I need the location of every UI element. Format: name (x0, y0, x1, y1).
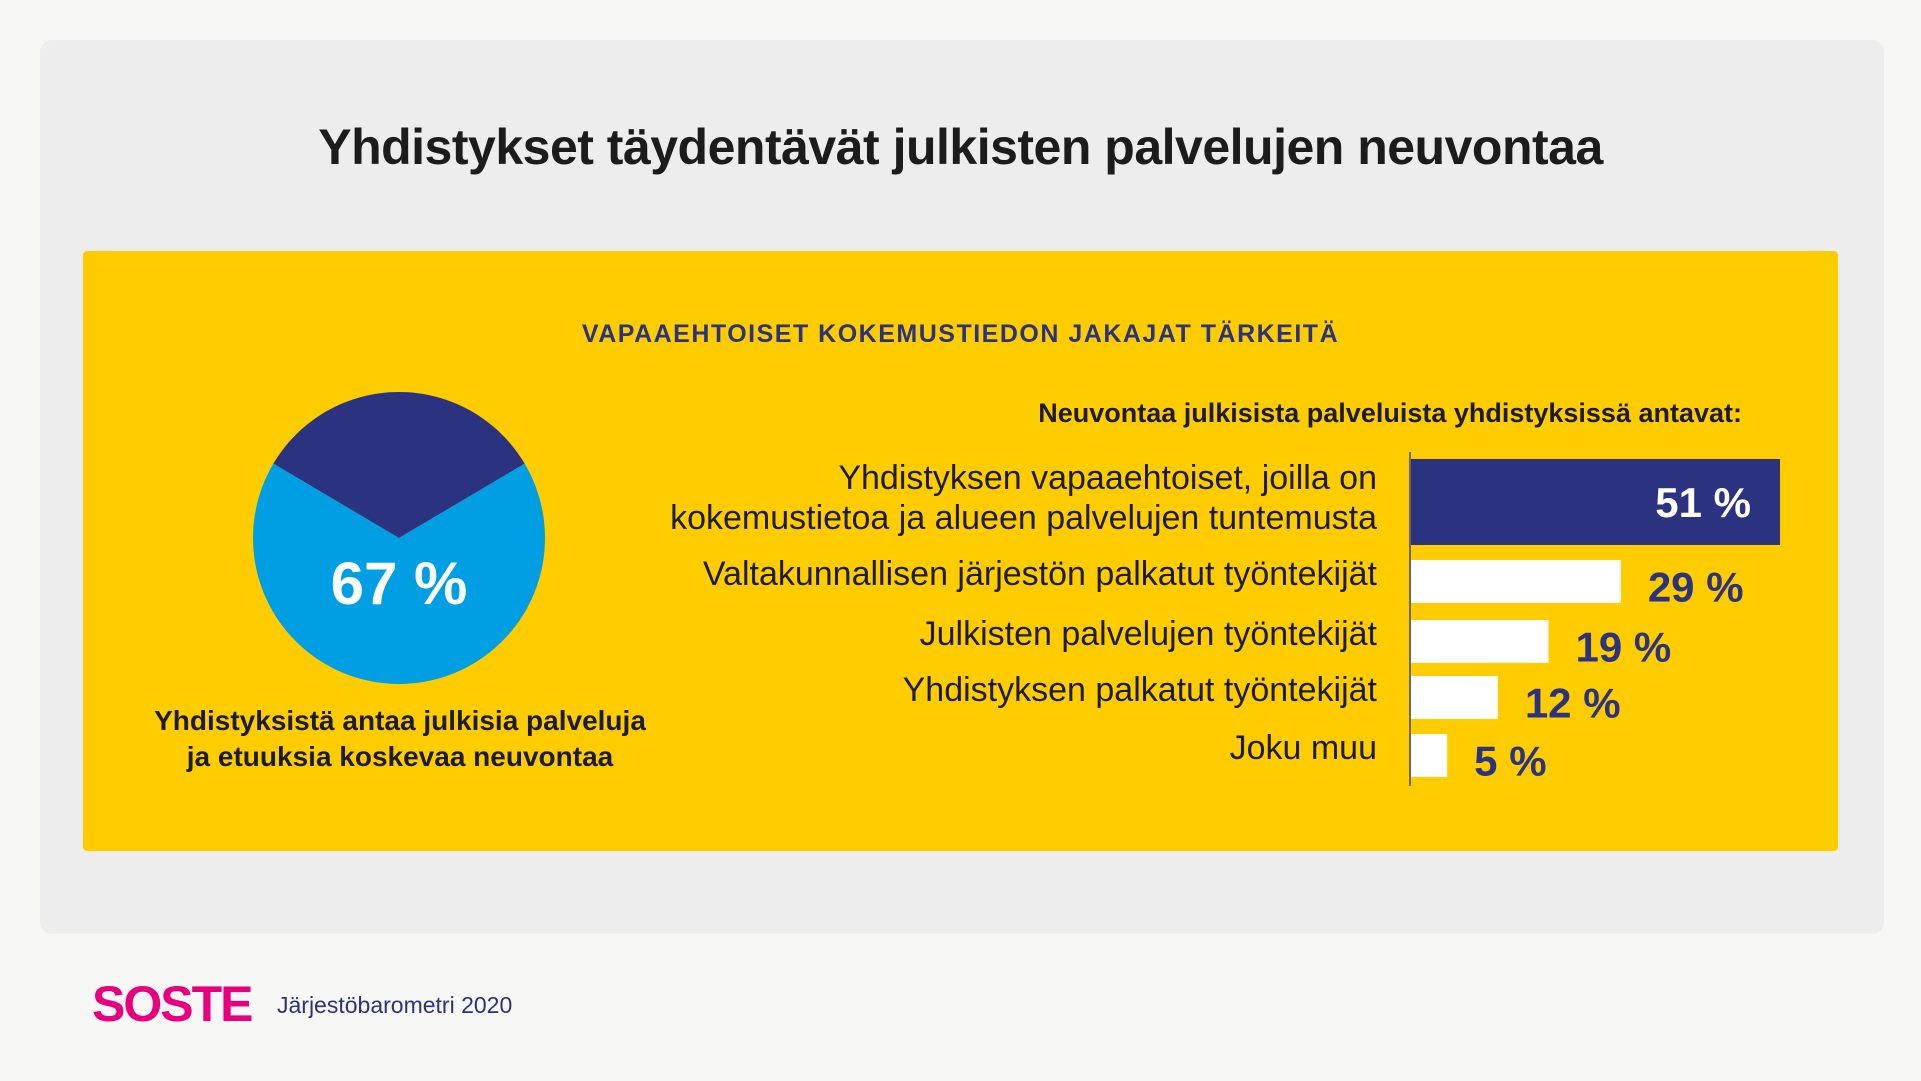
pie-slice (273, 392, 525, 538)
pie-data-label: 67 % (331, 550, 468, 617)
soste-logo: SOSTE (92, 976, 253, 1032)
bar-chart-title: Neuvontaa julkisista palveluista yhdisty… (1038, 398, 1742, 428)
pie-caption-line-1: Yhdistyksistä antaa julkisia palveluja (154, 705, 646, 736)
page-title: Yhdistykset täydentävät julkisten palvel… (318, 119, 1603, 175)
panel-title: VAPAAEHTOISET KOKEMUSTIEDON JAKAJAT TÄRK… (581, 320, 1340, 348)
pie-slice (253, 463, 545, 684)
pie-chart: 67 % (253, 392, 545, 684)
pie-caption: Yhdistyksistä antaa julkisia palveluja j… (130, 703, 670, 775)
pie-caption-line-2: ja etuuksia koskevaa neuvontaa (186, 741, 614, 772)
source-label: Järjestöbarometri 2020 (277, 992, 513, 1018)
